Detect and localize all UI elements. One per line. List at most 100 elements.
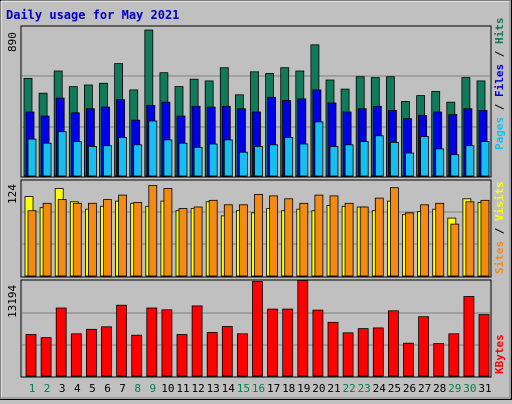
sites-bar bbox=[208, 199, 218, 277]
panel-kbytes: 13194 KBytes bbox=[6, 279, 506, 378]
hits-files-pages-bars bbox=[23, 29, 490, 177]
pages-bar bbox=[435, 148, 445, 177]
sites-bar bbox=[299, 202, 309, 277]
pages-bar bbox=[238, 151, 248, 177]
pages-bar bbox=[299, 143, 309, 177]
pages-bar bbox=[269, 144, 279, 177]
x-tick-label: 17 bbox=[267, 382, 280, 395]
pages-bar bbox=[88, 146, 97, 177]
sites-bar bbox=[42, 202, 52, 277]
hits-ymax-label: 890 bbox=[6, 32, 19, 52]
pages-bar bbox=[133, 144, 143, 177]
kbytes-bar bbox=[387, 310, 399, 377]
x-tick-label: 15 bbox=[237, 382, 250, 395]
pages-bar bbox=[284, 136, 294, 177]
kbytes-bar bbox=[55, 307, 67, 377]
x-axis-day-labels: 1 2 3 4 5 6 7 8 9 10 11 12 13 14 15 16 17 18 19 20 21 22 23 24 2… bbox=[29, 382, 492, 395]
kbytes-bar bbox=[86, 328, 97, 377]
pages-bar bbox=[178, 142, 188, 177]
legend-sites: Sites bbox=[493, 241, 506, 274]
kbytes-bar bbox=[372, 327, 384, 377]
sites-bar bbox=[103, 199, 112, 277]
kbytes-bar bbox=[433, 343, 445, 377]
sites-bar bbox=[389, 187, 399, 277]
kbytes-bar bbox=[448, 333, 460, 377]
x-tick-label: 22 bbox=[342, 382, 355, 395]
sites-bar bbox=[88, 202, 97, 277]
sites-bar bbox=[329, 195, 339, 277]
visits-legend: Sites / Visits bbox=[493, 181, 506, 274]
pages-bar bbox=[103, 145, 112, 177]
pages-bar bbox=[450, 154, 460, 177]
x-tick-label: 31 bbox=[478, 382, 491, 395]
kbytes-bar bbox=[267, 308, 279, 377]
x-tick-label: 28 bbox=[433, 382, 446, 395]
kbytes-legend: KBytes bbox=[493, 334, 506, 374]
kbytes-bar bbox=[463, 296, 475, 377]
x-tick-label: 21 bbox=[327, 382, 340, 395]
legend-files: Files bbox=[493, 64, 506, 97]
sites-bar bbox=[284, 198, 294, 277]
kbytes-bar bbox=[101, 326, 112, 377]
x-tick-label: 30 bbox=[463, 382, 476, 395]
sites-bar bbox=[118, 194, 127, 277]
x-tick-label: 14 bbox=[222, 382, 236, 395]
kbytes-bar bbox=[131, 334, 143, 377]
kbytes-bars bbox=[25, 280, 490, 377]
kbytes-bar bbox=[40, 337, 52, 377]
kbytes-bar bbox=[176, 334, 188, 377]
x-tick-label: 2 bbox=[44, 382, 51, 395]
kbytes-bar bbox=[312, 309, 324, 377]
sites-bar bbox=[133, 202, 143, 277]
sites-bar bbox=[27, 210, 37, 277]
kbytes-bar bbox=[146, 307, 158, 377]
pages-bar bbox=[163, 139, 173, 177]
legend-sep: / bbox=[493, 97, 506, 117]
x-tick-label: 18 bbox=[282, 382, 295, 395]
visits-ymax-label: 124 bbox=[6, 184, 19, 204]
sites-bar bbox=[57, 199, 67, 277]
pages-bar bbox=[193, 146, 203, 177]
sites-bar bbox=[238, 204, 248, 277]
sites-bar bbox=[420, 204, 430, 277]
x-tick-label: 26 bbox=[403, 382, 416, 395]
sites-bar bbox=[72, 202, 82, 277]
legend-sep: / bbox=[493, 221, 506, 241]
sites-bar bbox=[163, 188, 173, 277]
pages-bar bbox=[389, 141, 399, 177]
sites-bar bbox=[435, 202, 445, 277]
kbytes-bar bbox=[282, 308, 294, 377]
pages-bar bbox=[420, 136, 430, 177]
kbytes-bar bbox=[478, 314, 490, 377]
kbytes-bar bbox=[191, 305, 203, 377]
sites-bar bbox=[269, 195, 279, 277]
pages-bar bbox=[359, 141, 369, 177]
kbytes-bar bbox=[252, 281, 263, 377]
kbytes-bar bbox=[342, 332, 354, 377]
pages-bar bbox=[118, 136, 127, 177]
pages-bar bbox=[314, 121, 324, 177]
panel-visits-sites: 124 Sites / Visits bbox=[6, 179, 506, 278]
sites-bar bbox=[374, 197, 384, 277]
pages-bar bbox=[374, 135, 384, 177]
kbytes-bar bbox=[403, 342, 414, 377]
legend-visits: Visits bbox=[493, 181, 506, 221]
x-tick-label: 6 bbox=[104, 382, 111, 395]
pages-bar bbox=[208, 143, 218, 177]
x-tick-label: 20 bbox=[312, 382, 325, 395]
pages-bar bbox=[465, 145, 475, 177]
kbytes-bar bbox=[236, 333, 248, 377]
x-tick-label: 19 bbox=[297, 382, 310, 395]
x-tick-label: 29 bbox=[448, 382, 461, 395]
chart-title: Daily usage for May 2021 bbox=[6, 8, 179, 22]
x-tick-label: 13 bbox=[207, 382, 220, 395]
sites-bar bbox=[193, 206, 203, 277]
kbytes-bar bbox=[161, 309, 173, 377]
visits-sites-bars bbox=[24, 185, 490, 277]
sites-bar bbox=[359, 206, 369, 277]
pages-bar bbox=[148, 120, 158, 177]
x-tick-label: 25 bbox=[388, 382, 401, 395]
legend-pages: Pages bbox=[493, 117, 506, 150]
x-tick-label: 1 bbox=[29, 382, 36, 395]
